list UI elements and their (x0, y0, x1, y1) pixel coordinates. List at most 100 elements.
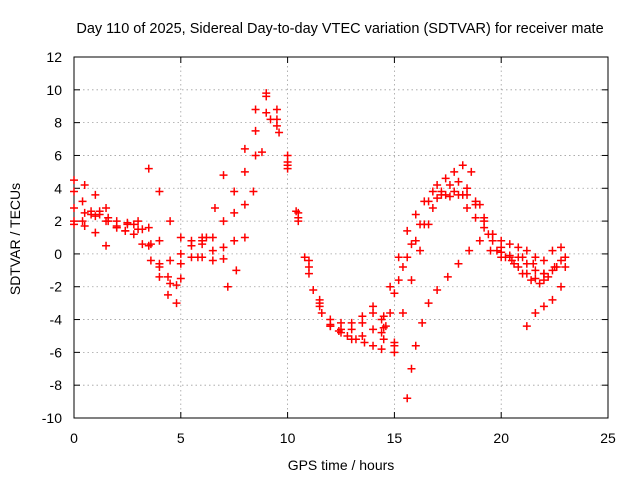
data-point (70, 176, 78, 185)
data-point (505, 240, 514, 249)
plot-frame (73, 56, 609, 419)
data-point (80, 180, 89, 189)
data-point (326, 322, 335, 331)
x-tick-label: 5 (177, 430, 185, 446)
data-point (146, 240, 155, 249)
data-point (522, 322, 531, 331)
data-point (163, 290, 172, 299)
data-point (445, 180, 454, 189)
data-point (249, 187, 258, 196)
data-point (275, 128, 284, 137)
data-point (450, 187, 459, 196)
series-track-15 (403, 236, 570, 403)
y-tick-label: 8 (54, 115, 62, 131)
data-point (232, 266, 241, 275)
data-point (240, 144, 249, 153)
data-point (334, 327, 343, 336)
data-point (550, 263, 559, 272)
data-point (251, 105, 260, 114)
data-point (557, 282, 566, 291)
data-point (471, 197, 480, 206)
data-point (428, 203, 437, 212)
data-point (418, 318, 427, 327)
y-tick-label: -10 (42, 410, 62, 426)
data-point (262, 92, 271, 101)
data-point (219, 217, 228, 226)
data-point (208, 246, 217, 255)
data-point (240, 167, 249, 176)
data-point (272, 121, 281, 130)
data-point (443, 272, 452, 281)
data-point (176, 274, 185, 283)
data-points (70, 89, 570, 403)
data-point (87, 210, 96, 219)
series-track-16 (463, 203, 566, 265)
data-point (210, 203, 219, 212)
data-point (230, 208, 239, 217)
y-tick-label: 2 (54, 213, 62, 229)
x-tick-label: 10 (280, 430, 296, 446)
data-point (463, 184, 472, 193)
data-point (497, 236, 506, 245)
data-point (433, 286, 442, 295)
data-point (465, 246, 474, 255)
data-point (102, 203, 111, 212)
data-point (138, 225, 147, 234)
data-point (561, 253, 570, 262)
data-point (155, 187, 164, 196)
data-point (531, 274, 540, 283)
data-point (70, 220, 78, 229)
data-point (458, 161, 467, 170)
data-point (475, 236, 484, 245)
data-point (219, 243, 228, 252)
data-point (172, 281, 181, 290)
series-track-13 (377, 177, 548, 337)
data-point (433, 194, 442, 203)
data-point (146, 256, 155, 265)
data-point (272, 105, 281, 114)
data-point (535, 279, 544, 288)
data-point (240, 200, 249, 209)
data-point (251, 126, 260, 135)
y-tick-label: -4 (50, 312, 63, 328)
data-point (358, 331, 367, 340)
data-point (539, 269, 548, 278)
data-point (176, 233, 185, 242)
data-point (531, 253, 540, 262)
data-point (507, 256, 516, 265)
data-point (172, 299, 181, 308)
data-point (347, 325, 356, 334)
data-point (407, 276, 416, 285)
data-point (309, 286, 318, 295)
data-point (208, 256, 217, 265)
data-point (518, 253, 527, 262)
y-axis-title: SDTVAR / TECUs (7, 183, 23, 295)
data-point (424, 299, 433, 308)
data-point (428, 187, 437, 196)
chart-title: Day 110 of 2025, Sidereal Day-to-day VTE… (76, 21, 603, 37)
data-point (251, 151, 260, 160)
data-point (304, 263, 313, 272)
data-point (163, 272, 172, 281)
data-point (407, 240, 416, 249)
data-point (386, 308, 395, 317)
data-point (317, 308, 326, 317)
data-point (176, 259, 185, 268)
data-point (193, 253, 202, 262)
x-tick-label: 20 (493, 430, 509, 446)
data-point (450, 167, 459, 176)
data-point (416, 246, 425, 255)
data-point (548, 295, 557, 304)
data-point (80, 208, 89, 217)
data-point (78, 197, 87, 206)
data-point (91, 212, 100, 221)
data-point (394, 253, 403, 262)
data-point (144, 164, 153, 173)
data-point (424, 197, 433, 206)
data-point (70, 203, 78, 212)
data-point (155, 272, 164, 281)
data-point (522, 246, 531, 255)
data-point (360, 338, 369, 347)
